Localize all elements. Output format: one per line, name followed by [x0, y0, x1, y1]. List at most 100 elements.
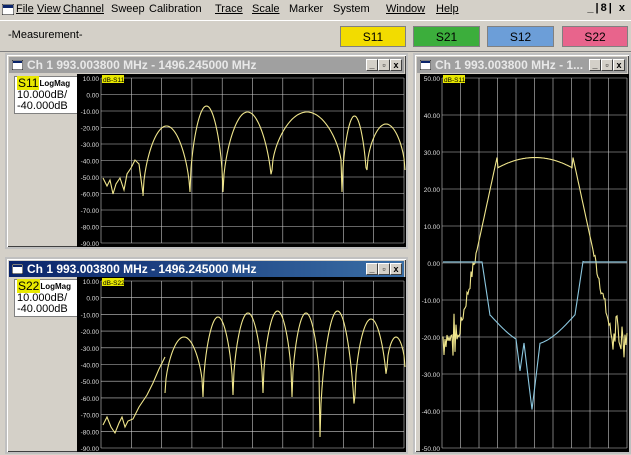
measurement-label: -Measurement- [8, 29, 83, 41]
y-tick-label: -90.00 [81, 241, 100, 247]
s22-plot-canvas: 10.00 0.00 -10.00 -20.00 -30.00 -40.00 -50.00 -… [77, 277, 406, 452]
y-tick-label: -80.00 [81, 429, 100, 436]
trace-tag: dB-S11 [103, 77, 125, 84]
s11-window-titlebar[interactable]: Ch 1 993.003800 MHz - 1496.245000 MHz _ … [9, 57, 404, 73]
s22-format: LogMag [40, 282, 72, 291]
y-tick-label: -20.00 [81, 329, 100, 336]
y-tick-label: -10.00 [81, 109, 100, 116]
menu-channel[interactable]: Channel [63, 3, 104, 15]
s22-window[interactable]: Ch 1 993.003800 MHz - 1496.245000 MHz _ … [5, 257, 408, 454]
y-tick-label: 0.00 [427, 261, 440, 268]
s22-button[interactable]: S22 [562, 26, 628, 47]
s22-scale: 10.000dB/ [17, 292, 68, 304]
y-tick-label: 30.00 [424, 150, 441, 157]
s22-trace-info[interactable]: S22LogMag 10.000dB/ -40.000dB [14, 279, 80, 317]
s11-plot[interactable]: 10.00 0.00 -10.00 -20.00 -30.00 -40.00 -50.00 -… [77, 74, 406, 247]
y-tick-label: -50.00 [81, 379, 100, 386]
y-tick-label: -20.00 [81, 126, 100, 133]
s21-button[interactable]: S21 [413, 26, 480, 47]
s21-window[interactable]: Ch 1 993.003800 MHz - 1... _ ▫ x 50.00 40… [413, 53, 631, 454]
y-tick-label: -50.00 [81, 175, 100, 182]
y-axis-gutter [420, 74, 442, 452]
y-tick-label: -70.00 [81, 208, 100, 215]
s11-format: LogMag [39, 79, 71, 88]
menu-view[interactable]: View [37, 3, 61, 15]
y-tick-label: -20.00 [422, 335, 441, 342]
y-tick-label: -30.00 [81, 142, 100, 149]
s11-reference: -40.000dB [17, 100, 68, 112]
minimize-button[interactable]: _ [589, 59, 601, 71]
y-tick-label: 0.00 [86, 93, 99, 100]
s11-trace [142, 105, 406, 197]
trace-tag: dB-S22 [103, 280, 125, 287]
menu-system[interactable]: System [333, 3, 370, 15]
s22-window-titlebar[interactable]: Ch 1 993.003800 MHz - 1496.245000 MHz _ … [9, 261, 404, 277]
y-axis-gutter [77, 74, 101, 247]
y-tick-label: -40.00 [81, 363, 100, 370]
s11-trace-start [102, 159, 144, 195]
y-tick-label: 10.00 [83, 279, 100, 286]
menu-bar: File View Channel Sweep Calibration Trac… [0, 0, 631, 20]
s11-plot-canvas: 10.00 0.00 -10.00 -20.00 -30.00 -40.00 -50.00 -… [77, 74, 406, 247]
menu-sweep[interactable]: Sweep [111, 3, 145, 15]
y-tick-label: -40.00 [422, 409, 441, 416]
y-tick-label: -70.00 [81, 413, 100, 420]
s11-window-title: Ch 1 993.003800 MHz - 1496.245000 MHz [27, 58, 257, 72]
measurement-bar: -Measurement- S11 S21 S12 S22 [0, 20, 631, 52]
y-tick-label: 10.00 [424, 224, 441, 231]
app-icon[interactable] [2, 4, 14, 15]
menu-trace[interactable]: Trace [215, 3, 243, 15]
y-tick-label: -40.00 [81, 159, 100, 166]
restore-button[interactable]: ▫ [378, 263, 390, 275]
restore-button[interactable]: ▫ [378, 59, 390, 71]
s11-filter-trace [443, 260, 627, 410]
y-tick-label: 0.00 [86, 296, 99, 303]
y-tick-label: -10.00 [81, 312, 100, 319]
s22-trace [164, 310, 406, 438]
close-button[interactable]: x [390, 263, 402, 275]
window-icon [12, 60, 23, 70]
y-tick-label: 10.00 [83, 76, 100, 83]
s21-plot[interactable]: 50.00 40.00 30.00 20.00 10.00 0.00 -10.00 -20.0… [420, 74, 629, 452]
s22-trace-label: S22 [17, 279, 41, 293]
y-tick-label: 20.00 [424, 187, 441, 194]
y-tick-label: -80.00 [81, 225, 100, 232]
s22-reference: -40.000dB [17, 303, 68, 315]
s21-window-titlebar[interactable]: Ch 1 993.003800 MHz - 1... _ ▫ x [417, 57, 627, 73]
trace-tag-bg [102, 75, 124, 83]
y-tick-label: -60.00 [81, 396, 100, 403]
s11-scale: 10.000dB/ [17, 89, 68, 101]
s11-window[interactable]: Ch 1 993.003800 MHz - 1496.245000 MHz _ … [5, 53, 408, 249]
minimize-button[interactable]: _ [366, 263, 378, 275]
mdi-window-controls[interactable]: _|8| x [587, 2, 627, 14]
s21-window-title: Ch 1 993.003800 MHz - 1... [435, 58, 584, 72]
y-tick-label: -30.00 [81, 346, 100, 353]
close-button[interactable]: x [613, 59, 625, 71]
menu-window[interactable]: Window [386, 3, 426, 15]
s22-plot[interactable]: 10.00 0.00 -10.00 -20.00 -30.00 -40.00 -50.00 -… [77, 277, 406, 452]
y-axis-gutter [77, 277, 101, 452]
y-tick-label: -10.00 [422, 298, 441, 305]
menu-file[interactable]: File [16, 3, 34, 15]
trace-tag: dB-S11 [444, 77, 466, 84]
window-icon [420, 60, 431, 70]
y-tick-label: 40.00 [424, 113, 441, 120]
restore-button[interactable]: ▫ [601, 59, 613, 71]
menu-scale[interactable]: Scale [252, 3, 280, 15]
y-tick-label: -50.00 [422, 446, 441, 452]
menu-calibration[interactable]: Calibration [149, 3, 202, 15]
s12-button[interactable]: S12 [487, 26, 554, 47]
minimize-button[interactable]: _ [366, 59, 378, 71]
close-button[interactable]: x [390, 59, 402, 71]
s22-window-title: Ch 1 993.003800 MHz - 1496.245000 MHz [27, 262, 257, 276]
y-tick-label: -60.00 [81, 192, 100, 199]
s11-trace-label: S11 [17, 76, 40, 90]
window-icon [12, 264, 23, 274]
menu-marker[interactable]: Marker [289, 3, 324, 15]
s11-button[interactable]: S11 [340, 26, 406, 47]
s21-plot-canvas: 50.00 40.00 30.00 20.00 10.00 0.00 -10.00 -20.0… [420, 74, 628, 452]
menu-help[interactable]: Help [436, 3, 459, 15]
y-tick-label: -30.00 [422, 372, 441, 379]
s11-trace-info[interactable]: S11LogMag 10.000dB/ -40.000dB [14, 76, 80, 114]
s21-trace [442, 156, 628, 358]
